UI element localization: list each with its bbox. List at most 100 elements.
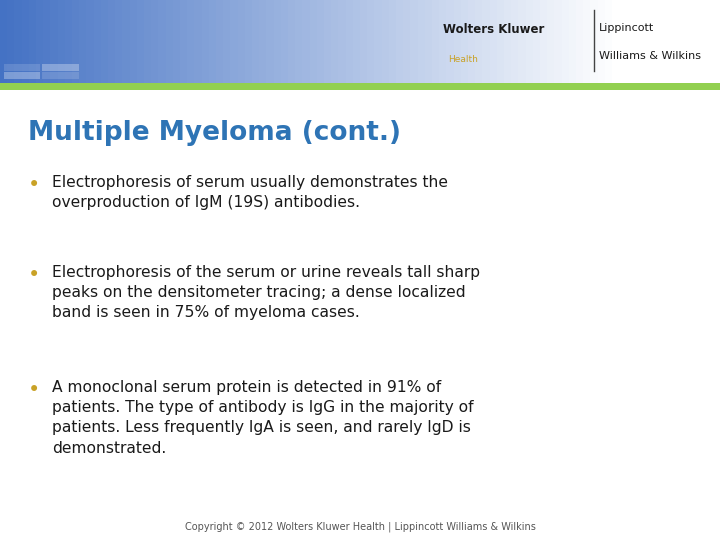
Bar bbox=[662, 0, 670, 83]
Bar bbox=[670, 0, 677, 83]
Bar bbox=[266, 0, 274, 83]
Bar bbox=[338, 0, 346, 83]
Bar bbox=[295, 0, 302, 83]
Bar bbox=[482, 0, 490, 83]
Bar bbox=[461, 0, 468, 83]
Bar bbox=[101, 0, 108, 83]
Bar bbox=[230, 0, 238, 83]
Bar bbox=[490, 0, 497, 83]
Bar bbox=[36, 0, 43, 83]
Bar bbox=[504, 0, 511, 83]
Bar bbox=[7, 0, 14, 83]
Bar bbox=[180, 0, 187, 83]
Bar bbox=[223, 0, 230, 83]
Bar bbox=[446, 0, 454, 83]
Bar bbox=[518, 0, 526, 83]
Bar bbox=[353, 0, 360, 83]
Bar bbox=[389, 0, 396, 83]
Bar bbox=[540, 0, 547, 83]
Bar bbox=[216, 0, 223, 83]
Bar bbox=[166, 0, 173, 83]
Bar bbox=[590, 0, 598, 83]
Bar bbox=[86, 0, 94, 83]
Bar bbox=[418, 0, 425, 83]
Bar bbox=[4, 64, 40, 71]
Bar bbox=[360, 0, 367, 83]
Bar bbox=[713, 0, 720, 83]
Bar bbox=[245, 0, 252, 83]
Bar bbox=[641, 0, 648, 83]
Bar bbox=[281, 0, 288, 83]
Bar bbox=[648, 0, 655, 83]
Bar bbox=[605, 0, 612, 83]
Bar bbox=[511, 0, 518, 83]
Bar bbox=[302, 0, 310, 83]
Bar bbox=[706, 0, 713, 83]
Bar bbox=[22, 0, 29, 83]
Bar bbox=[14, 0, 22, 83]
Bar bbox=[238, 0, 245, 83]
Bar bbox=[122, 0, 130, 83]
Bar bbox=[367, 0, 374, 83]
Bar bbox=[29, 0, 36, 83]
Bar bbox=[583, 0, 590, 83]
Text: Copyright © 2012 Wolters Kluwer Health | Lippincott Williams & Wilkins: Copyright © 2012 Wolters Kluwer Health |… bbox=[184, 522, 536, 532]
Text: •: • bbox=[28, 174, 40, 194]
Bar bbox=[562, 0, 569, 83]
Bar bbox=[151, 0, 158, 83]
Text: A monoclonal serum protein is detected in 91% of
patients. The type of antibody : A monoclonal serum protein is detected i… bbox=[52, 380, 474, 456]
Bar bbox=[130, 0, 137, 83]
Text: Wolters Kluwer: Wolters Kluwer bbox=[443, 23, 544, 36]
Bar bbox=[79, 0, 86, 83]
Bar bbox=[346, 0, 353, 83]
Bar bbox=[0, 0, 7, 83]
Bar bbox=[209, 0, 216, 83]
Text: •: • bbox=[28, 380, 40, 400]
Bar bbox=[410, 0, 418, 83]
Bar bbox=[382, 0, 389, 83]
Bar bbox=[94, 0, 101, 83]
Bar bbox=[274, 0, 281, 83]
Bar bbox=[288, 0, 295, 83]
Bar bbox=[698, 0, 706, 83]
Bar bbox=[331, 0, 338, 83]
Bar bbox=[475, 0, 482, 83]
Bar bbox=[655, 0, 662, 83]
Text: Electrophoresis of serum usually demonstrates the
overproduction of IgM (19S) an: Electrophoresis of serum usually demonst… bbox=[52, 174, 448, 210]
Bar bbox=[403, 0, 410, 83]
Bar bbox=[439, 0, 446, 83]
Bar bbox=[324, 0, 331, 83]
Bar bbox=[619, 0, 626, 83]
Bar bbox=[454, 0, 461, 83]
Bar bbox=[374, 0, 382, 83]
Text: Lippincott: Lippincott bbox=[599, 23, 654, 33]
Bar bbox=[310, 0, 317, 83]
Bar bbox=[691, 0, 698, 83]
Bar bbox=[425, 0, 432, 83]
Bar bbox=[65, 0, 72, 83]
Bar bbox=[42, 64, 79, 71]
Bar bbox=[547, 0, 554, 83]
Bar bbox=[259, 0, 266, 83]
Bar bbox=[317, 0, 324, 83]
Bar bbox=[396, 0, 403, 83]
Bar bbox=[497, 0, 504, 83]
Bar bbox=[144, 0, 151, 83]
Bar bbox=[202, 0, 209, 83]
Bar bbox=[252, 0, 259, 83]
Text: •: • bbox=[28, 265, 40, 285]
Bar bbox=[158, 0, 166, 83]
Bar bbox=[526, 0, 533, 83]
Bar bbox=[598, 0, 605, 83]
Bar bbox=[72, 0, 79, 83]
Bar bbox=[194, 0, 202, 83]
Bar bbox=[576, 0, 583, 83]
Bar bbox=[187, 0, 194, 83]
Bar bbox=[432, 0, 439, 83]
Bar bbox=[58, 0, 65, 83]
Text: Health: Health bbox=[448, 56, 477, 64]
Bar bbox=[173, 0, 180, 83]
Text: Electrophoresis of the serum or urine reveals tall sharp
peaks on the densitomet: Electrophoresis of the serum or urine re… bbox=[52, 265, 480, 320]
Bar bbox=[554, 0, 562, 83]
Bar bbox=[468, 0, 475, 83]
